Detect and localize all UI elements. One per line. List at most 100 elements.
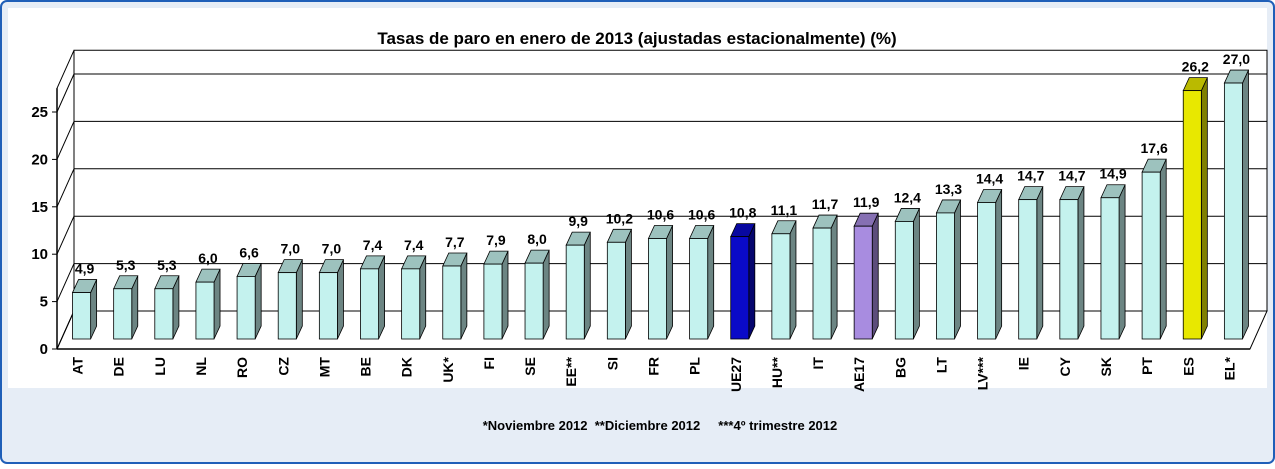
bar	[1018, 199, 1038, 340]
bar-side	[625, 229, 632, 340]
value-label: 11,7	[812, 196, 839, 212]
x-tick-label: NL	[193, 357, 209, 376]
bar	[72, 292, 92, 340]
x-tick-label: HU**	[769, 356, 785, 388]
bar	[1141, 171, 1161, 340]
value-label: 7,0	[281, 241, 301, 257]
bar	[1223, 82, 1243, 340]
y-tick-label: 5	[40, 294, 48, 311]
grid-line-side	[56, 73, 75, 113]
x-tick-label: MT	[316, 357, 332, 378]
grid-line-side	[56, 310, 75, 350]
value-label: 5,3	[116, 257, 136, 273]
bar-side	[1036, 186, 1044, 340]
bar-side	[666, 225, 673, 340]
bar-side	[1242, 69, 1249, 340]
bar	[524, 262, 544, 340]
bar	[154, 288, 174, 340]
x-tick-label: SI	[604, 357, 620, 370]
bar	[689, 238, 709, 340]
x-tick-label: PL	[687, 357, 703, 375]
y-tick-label: 25	[31, 104, 48, 121]
bar	[771, 233, 791, 340]
x-tick-label: SE	[522, 357, 538, 376]
bar	[360, 268, 379, 340]
value-label: 10,8	[729, 205, 756, 221]
value-label: 11,1	[771, 202, 798, 218]
value-label: 6,0	[198, 250, 218, 266]
bar	[195, 281, 215, 340]
bar-side	[871, 213, 879, 340]
x-tick-label: RO	[234, 357, 250, 378]
bar-side	[583, 231, 591, 340]
y-tick-label: 0	[40, 341, 48, 358]
value-label: 14,7	[1058, 168, 1085, 184]
bar-side	[707, 225, 715, 340]
bar	[236, 276, 256, 340]
x-tick-label: AT	[70, 357, 86, 375]
x-tick-label: FI	[481, 357, 497, 369]
bar-side	[789, 220, 797, 340]
x-tick-label: SK	[1098, 357, 1114, 376]
value-label: 6,6	[239, 244, 259, 260]
grid-line-side	[56, 121, 75, 160]
bar-side	[378, 255, 385, 340]
value-label: 9,9	[568, 213, 588, 229]
bar	[401, 268, 421, 340]
value-label: 12,4	[894, 189, 921, 205]
value-label: 26,2	[1182, 59, 1209, 75]
value-label: 14,4	[976, 170, 1003, 186]
bar-side	[748, 223, 756, 340]
bar	[483, 263, 503, 340]
bar	[853, 225, 873, 340]
bar	[606, 241, 626, 340]
bar-side	[1200, 77, 1208, 340]
x-tick-label: BE	[358, 357, 374, 376]
value-label: 10,6	[647, 207, 674, 223]
value-label: 7,4	[363, 237, 383, 253]
bar	[1182, 90, 1202, 340]
value-label: 10,2	[606, 210, 633, 226]
x-tick-label: AE17	[851, 357, 867, 392]
y-tick-label: 10	[31, 246, 48, 263]
x-tick-label: UE27	[728, 357, 744, 392]
bar	[277, 272, 297, 340]
value-label: 8,0	[527, 231, 547, 247]
x-tick-label: IT	[810, 357, 826, 370]
x-tick-label: EE**	[563, 356, 579, 386]
value-label: 7,9	[486, 232, 506, 248]
bar	[442, 265, 462, 340]
bar	[894, 221, 914, 340]
x-tick-label: UK*	[440, 356, 456, 382]
grid-line-side	[56, 263, 75, 302]
x-tick-label: EL*	[1221, 356, 1237, 380]
x-tick-label: DK	[399, 357, 415, 377]
bar-side	[501, 250, 509, 340]
bar	[1100, 197, 1120, 340]
value-label: 10,6	[688, 207, 715, 223]
bar	[565, 244, 585, 340]
bar	[648, 238, 667, 340]
x-tick-label: IE	[1016, 357, 1032, 370]
bar	[318, 272, 338, 340]
x-tick-label: FR	[646, 357, 662, 376]
value-label: 7,4	[404, 237, 424, 253]
bar-side	[460, 252, 468, 340]
bar-side	[830, 214, 838, 340]
side-wall	[56, 50, 75, 350]
y-tick-label: 15	[31, 199, 48, 216]
x-tick-label: PT	[1139, 357, 1155, 375]
bar	[113, 288, 133, 340]
bar	[730, 236, 750, 340]
bar	[812, 227, 832, 340]
bar-side	[995, 189, 1003, 340]
bar-side	[1159, 158, 1167, 340]
value-label: 4,9	[75, 261, 95, 277]
grid-line-side	[56, 215, 75, 255]
value-label: 7,7	[445, 234, 465, 250]
x-tick-label: ES	[1180, 357, 1196, 376]
value-label: 17,6	[1141, 140, 1168, 156]
y-tick-label: 20	[31, 151, 48, 168]
x-tick-label: LV***	[975, 356, 991, 390]
